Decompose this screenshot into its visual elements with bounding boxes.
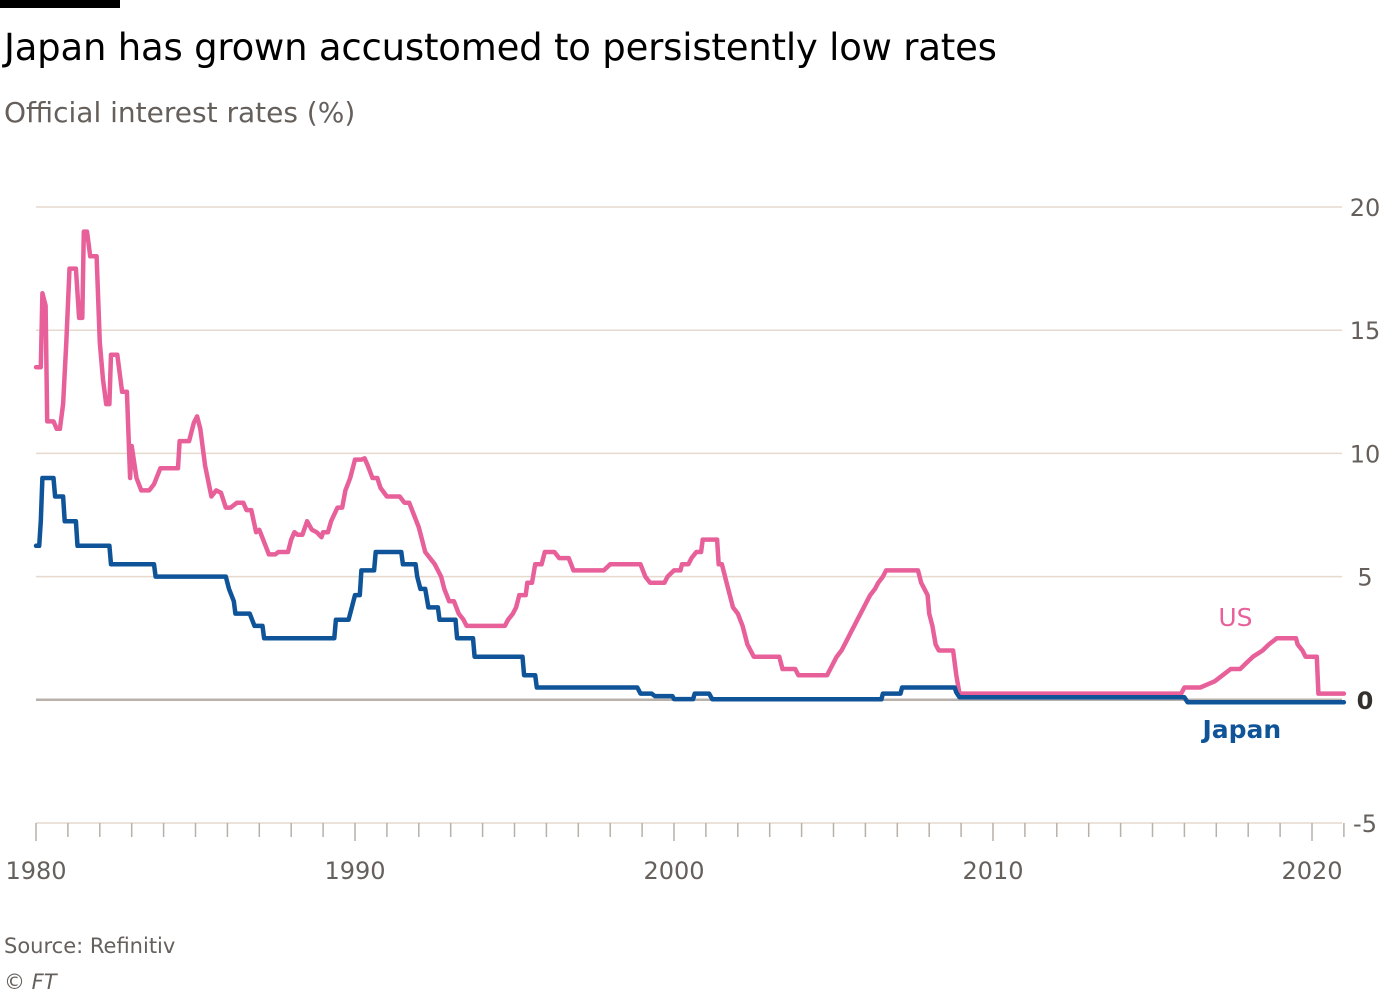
- series-labels: US Japan: [1200, 603, 1281, 744]
- series-line-japan: [33, 475, 1347, 705]
- x-tick-label: 2020: [1281, 857, 1342, 885]
- x-tick-label: 1990: [324, 857, 385, 885]
- y-tick-label: 0: [1357, 687, 1374, 715]
- series-label-us: US: [1218, 603, 1252, 632]
- y-tick-label: 10: [1350, 440, 1381, 468]
- series-label-japan: Japan: [1200, 715, 1281, 744]
- chart-title: Japan has grown accustomed to persistent…: [4, 26, 997, 69]
- source-note: Source: Refinitiv: [4, 934, 176, 958]
- y-tick-label: 15: [1350, 317, 1381, 345]
- series-line-us: [33, 229, 1347, 696]
- title-accent-bar: [0, 0, 120, 8]
- x-axis: 1980 1990 2000 2010 2020: [5, 823, 1345, 885]
- y-tick-label: 20: [1350, 194, 1381, 222]
- x-tick-label: 2000: [643, 857, 704, 885]
- x-tick-label: 2010: [962, 857, 1023, 885]
- y-tick-label: -5: [1353, 810, 1377, 838]
- grid-layer: [36, 206, 1342, 824]
- chart-subtitle: Official interest rates (%): [4, 96, 356, 129]
- y-axis: -5 0 5 10 15 20: [1350, 194, 1381, 838]
- y-tick-label: 5: [1357, 564, 1372, 592]
- ft-credit: © FT: [4, 970, 57, 994]
- x-tick-label: 1980: [5, 857, 66, 885]
- series-layer: [33, 229, 1347, 705]
